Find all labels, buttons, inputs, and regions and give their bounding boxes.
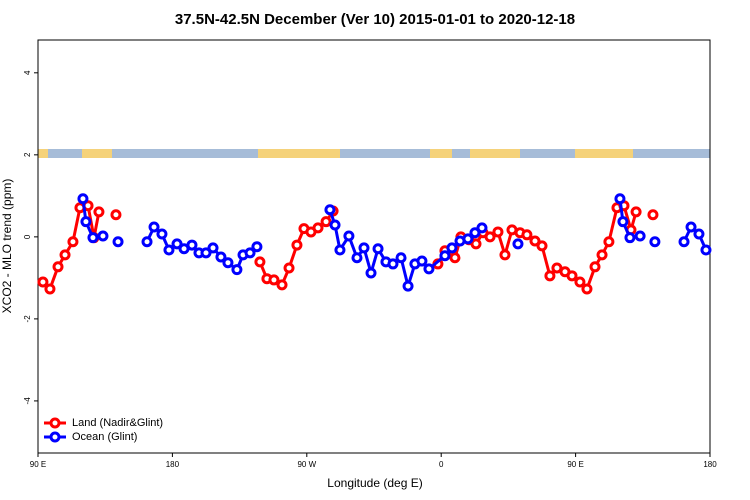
data-point [171, 238, 183, 250]
map-strip [38, 149, 710, 158]
data-point [244, 247, 256, 259]
data-point [324, 204, 336, 216]
data-point [141, 236, 153, 248]
data-point [156, 228, 168, 240]
data-point [446, 242, 458, 254]
data-point [112, 236, 124, 248]
data-point [163, 244, 175, 256]
x-tick-label: 0 [439, 460, 444, 469]
data-point [148, 221, 160, 233]
data-point [334, 244, 346, 256]
data-point [596, 249, 608, 261]
data-point [476, 222, 488, 234]
data-point [207, 242, 219, 254]
data-point [358, 242, 370, 254]
y-tick-label: 2 [23, 152, 32, 157]
data-point [329, 219, 341, 231]
data-point [685, 221, 697, 233]
y-tick-label: 0 [23, 234, 32, 239]
y-axis-label: XCO2 - MLO trend (ppm) [0, 179, 14, 314]
x-tick-label: 180 [703, 460, 717, 469]
legend-marker [49, 431, 61, 443]
data-point [492, 226, 504, 238]
data-point [291, 239, 303, 251]
data-point [544, 270, 556, 282]
data-point [52, 261, 64, 273]
data-point [402, 280, 414, 292]
data-point [614, 193, 626, 205]
data-point [634, 230, 646, 242]
data-point [462, 233, 474, 245]
data-point [110, 209, 122, 221]
data-point [37, 276, 49, 288]
data-point [276, 279, 288, 291]
data-point [574, 276, 586, 288]
data-point [469, 227, 481, 239]
data-point [581, 283, 593, 295]
data-point [200, 247, 212, 259]
data-point [536, 240, 548, 252]
data-point [80, 216, 92, 228]
data-point [254, 256, 266, 268]
x-axis-label: Longitude (deg E) [327, 476, 422, 490]
y-tick-label: -2 [23, 315, 32, 323]
data-point [251, 241, 263, 253]
data-point [268, 274, 280, 286]
data-point [521, 229, 533, 241]
data-point [603, 236, 615, 248]
data-point [423, 263, 435, 275]
data-point [649, 236, 661, 248]
data-point [470, 238, 482, 250]
data-point [499, 249, 511, 261]
data-point [231, 264, 243, 276]
y-tick-label: -4 [23, 397, 32, 405]
data-point [566, 270, 578, 282]
data-point [320, 216, 332, 228]
data-point [97, 230, 109, 242]
data-point [617, 216, 629, 228]
data-point [512, 238, 524, 250]
data-point [365, 267, 377, 279]
legend-label: Land (Nadir&Glint) [72, 417, 163, 429]
x-tick-label: 90 W [297, 460, 316, 469]
y-tick-label: 4 [23, 70, 32, 75]
data-point [59, 249, 71, 261]
data-point [529, 235, 541, 247]
data-point [395, 252, 407, 264]
chart-title: 37.5N-42.5N December (Ver 10) 2015-01-01… [175, 11, 575, 28]
data-point [186, 239, 198, 251]
data-point [484, 231, 496, 243]
data-point [416, 255, 428, 267]
data-point [624, 232, 636, 244]
data-point [87, 232, 99, 244]
data-point [449, 252, 461, 264]
data-point [93, 206, 105, 218]
data-point [647, 209, 659, 221]
data-point [312, 222, 324, 234]
data-point [343, 230, 355, 242]
data-point [351, 252, 363, 264]
data-point [67, 236, 79, 248]
x-tick-label: 90 E [567, 460, 583, 469]
data-point [700, 244, 712, 256]
data-point [372, 243, 384, 255]
legend-label: Ocean (Glint) [72, 431, 137, 443]
data-point [693, 228, 705, 240]
data-point [439, 250, 451, 262]
data-point [630, 206, 642, 218]
data-point [589, 261, 601, 273]
data-point [283, 262, 295, 274]
legend-marker [49, 417, 61, 429]
data-point [77, 193, 89, 205]
x-tick-label: 180 [166, 460, 180, 469]
data-point [222, 257, 234, 269]
x-tick-label: 90 E [30, 460, 46, 469]
data-point [215, 251, 227, 263]
data-point [44, 283, 56, 295]
data-point [678, 236, 690, 248]
data-point [387, 258, 399, 270]
